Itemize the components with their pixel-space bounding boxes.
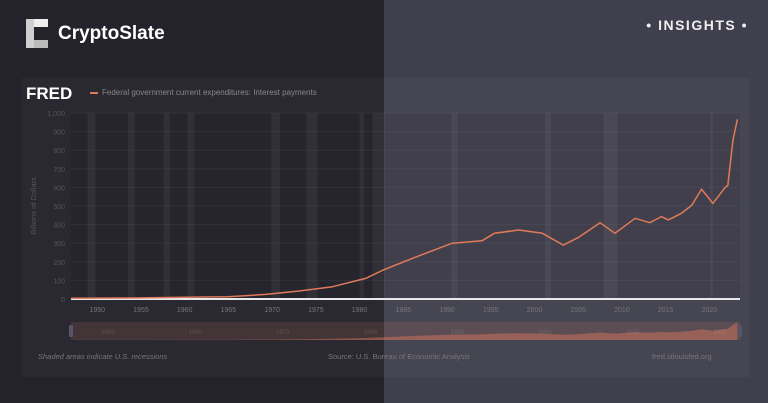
y-tick-label: 100 [53, 278, 65, 285]
background-right-half [384, 0, 768, 403]
insights-tag: • INSIGHTS • [646, 17, 748, 33]
recession-band [359, 113, 364, 299]
cryptoslate-logo: CryptoSlate [26, 19, 165, 48]
x-tick-label: 2005 [570, 307, 586, 314]
x-tick-label: 1975 [308, 307, 324, 314]
recession-band [544, 113, 552, 299]
x-tick-label: 1950 [89, 307, 105, 314]
series-line [70, 119, 739, 300]
y-tick-label: 800 [53, 148, 65, 155]
minimap-tick-label: 2020 [713, 330, 727, 336]
x-tick-label: 2010 [614, 307, 630, 314]
x-tick-label: 1965 [221, 307, 237, 314]
x-tick-label: 1980 [352, 307, 368, 314]
legend-label: Federal government current expenditures:… [102, 88, 317, 97]
chart-legend: Federal government current expenditures:… [90, 88, 317, 97]
y-axis-label: Billions of Dollars [29, 177, 38, 235]
y-tick-label: 700 [53, 167, 65, 174]
recession-band [127, 113, 135, 299]
source-note: Source: U.S. Bureau of Economic Analysis [328, 352, 470, 361]
y-tick-label: 900 [53, 130, 65, 137]
x-tick-label: 2020 [702, 307, 718, 314]
minimap-tick-label: 1950 [101, 330, 115, 336]
recession-band [603, 113, 618, 299]
minimap-handle-right[interactable] [738, 325, 742, 337]
recession-band [163, 113, 170, 299]
y-tick-label: 400 [53, 223, 65, 230]
x-tick-label: 1985 [396, 307, 412, 314]
minimap-tick-label: 2000 [538, 330, 552, 336]
recession-band [710, 113, 713, 299]
y-tick-label: 300 [53, 241, 65, 248]
x-tick-label: 1960 [177, 307, 193, 314]
recession-band [271, 113, 281, 299]
minimap-handle-left[interactable] [69, 325, 73, 337]
y-tick-label: 600 [53, 185, 65, 192]
fred-url[interactable]: fred.stlouisfed.org [652, 352, 712, 361]
minimap-tick-label: 1970 [276, 330, 290, 336]
minimap-tick-label: 1980 [364, 330, 378, 336]
y-tick-label: 500 [53, 204, 65, 211]
x-tick-label: 1990 [439, 307, 455, 314]
recession-note: Shaded areas indicate U.S. recessions [38, 352, 168, 361]
minimap-tick-label: 2010 [626, 330, 640, 336]
logo-mark-icon [26, 19, 48, 48]
recession-band [451, 113, 458, 299]
legend-swatch [90, 91, 98, 94]
x-tick-label: 1970 [264, 307, 280, 314]
recession-band [372, 113, 385, 299]
minimap-tick-label: 1990 [451, 330, 465, 336]
fred-logo: FRED [26, 84, 73, 103]
minimap-tick-label: 1960 [189, 330, 203, 336]
recession-band [87, 113, 96, 299]
y-tick-label: 0 [61, 297, 65, 304]
x-tick-label: 1995 [483, 307, 499, 314]
y-tick-label: 200 [53, 260, 65, 267]
plot-area [71, 113, 740, 299]
x-tick-label: 2015 [658, 307, 674, 314]
recession-band [187, 113, 195, 299]
minimap-navigator [71, 322, 740, 340]
x-tick-label: 1955 [133, 307, 149, 314]
x-tick-label: 2000 [527, 307, 543, 314]
minimap-area [71, 322, 738, 340]
recession-band [306, 113, 318, 299]
brand-name: CryptoSlate [58, 22, 165, 44]
y-tick-label: 1,000 [47, 111, 65, 118]
